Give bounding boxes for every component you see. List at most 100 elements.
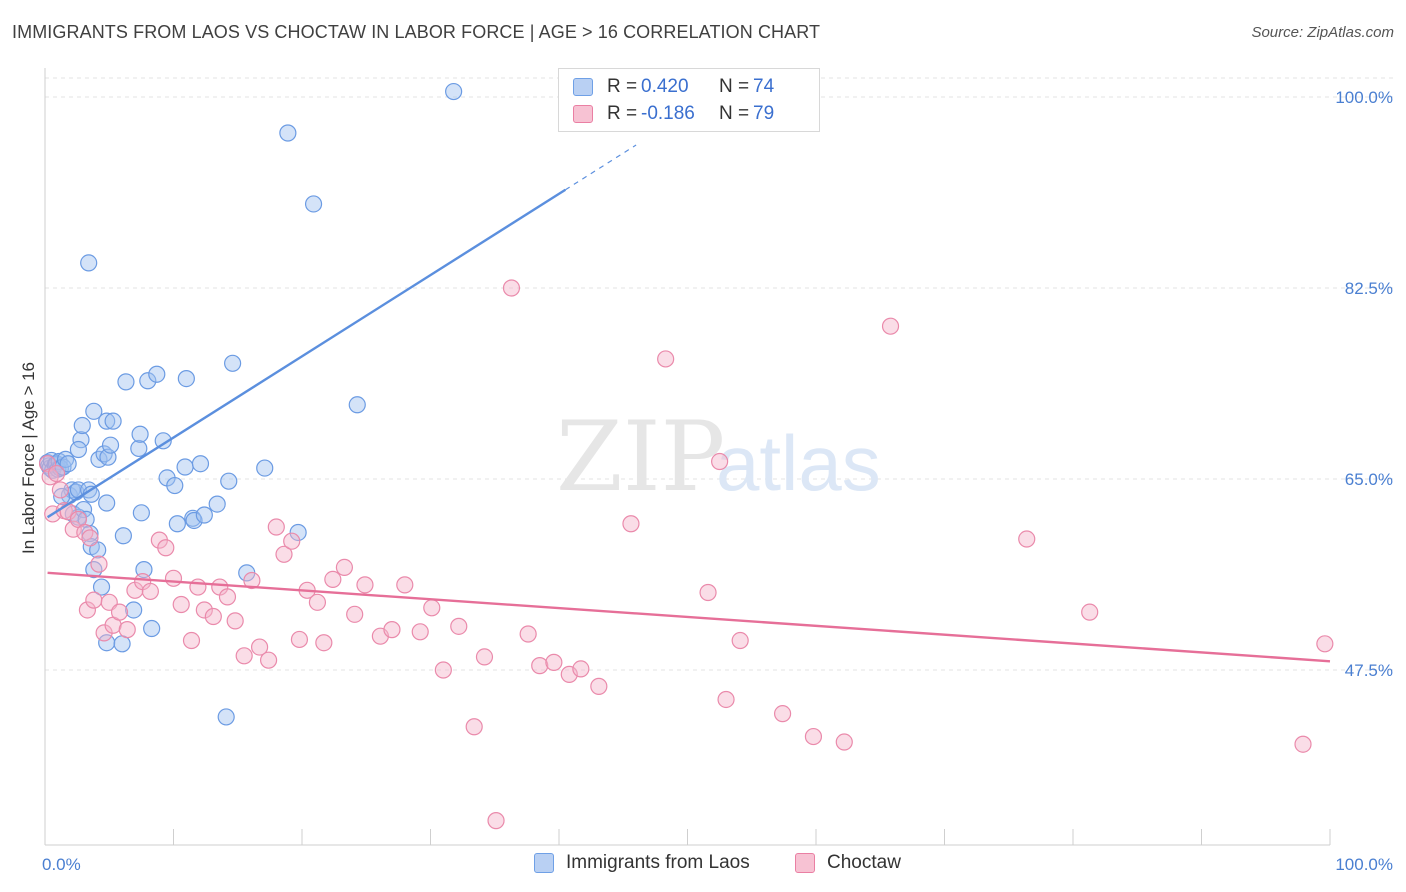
legend-n-value-laos: 74 xyxy=(753,76,775,97)
choctaw-point-69 xyxy=(717,690,735,709)
laos-point-70 xyxy=(53,487,71,506)
legend-swatch-laos xyxy=(573,78,593,96)
legend-n-value-choctaw: 79 xyxy=(753,103,775,124)
laos-point-19 xyxy=(72,431,90,449)
legend-r-value-laos: 0.420 xyxy=(641,76,689,97)
laos-point-68 xyxy=(445,82,463,101)
choctaw-point-44 xyxy=(324,570,342,589)
laos-point-20 xyxy=(73,416,91,435)
choctaw-point-78 xyxy=(1294,735,1312,753)
watermark-atlas: atlas xyxy=(716,419,881,507)
laos-point-36 xyxy=(101,436,120,454)
choctaw-point-59 xyxy=(519,625,537,643)
laos-point-64 xyxy=(279,124,297,142)
choctaw-point-38 xyxy=(275,545,293,563)
legend-n-label: N = xyxy=(719,76,750,97)
choctaw-point-60 xyxy=(531,657,549,675)
choctaw-point-75 xyxy=(1018,530,1036,548)
choctaw-point-52 xyxy=(423,599,441,617)
laos-point-40 xyxy=(117,373,135,391)
choctaw-point-58 xyxy=(502,279,521,297)
legend-r-label: R = xyxy=(607,103,638,124)
choctaw-point-53 xyxy=(434,661,452,679)
choctaw-point-51 xyxy=(411,623,429,641)
choctaw-point-56 xyxy=(475,648,494,666)
choctaw-point-77 xyxy=(1316,635,1334,653)
choctaw-point-73 xyxy=(835,733,853,751)
laos-point-71 xyxy=(132,504,150,522)
choctaw-point-42 xyxy=(308,593,327,611)
laos-point-60 xyxy=(220,472,238,490)
choctaw-point-31 xyxy=(218,588,237,606)
choctaw-point-26 xyxy=(182,631,201,650)
y-tick-label-2: 82.5% xyxy=(1345,279,1393,298)
laos-point-41 xyxy=(125,601,143,619)
choctaw-point-50 xyxy=(396,576,414,594)
legend-swatch-choctaw xyxy=(573,105,593,123)
choctaw-point-72 xyxy=(804,727,823,746)
chart-source: Source: ZipAtlas.com xyxy=(1251,24,1394,41)
laos-point-66 xyxy=(304,195,323,213)
choctaw-point-28 xyxy=(195,601,213,619)
choctaw-point-61 xyxy=(545,653,563,671)
laos-point-65 xyxy=(289,523,307,542)
watermark: ZIP atlas xyxy=(556,401,881,513)
choctaw-point-64 xyxy=(590,677,608,695)
bottom-legend-swatch-laos xyxy=(534,853,554,873)
y-tick-label-1: 65.0% xyxy=(1345,470,1393,489)
laos-point-45 xyxy=(139,372,157,390)
bottom-legend-label-laos: Immigrants from Laos xyxy=(566,852,750,873)
choctaw-point-55 xyxy=(465,718,483,736)
laos-point-57 xyxy=(195,506,213,524)
legend-r-value-choctaw: -0.186 xyxy=(641,103,695,124)
choctaw-point-17 xyxy=(110,603,129,621)
choctaw-point-13 xyxy=(90,555,108,573)
choctaw-point-49 xyxy=(383,621,401,639)
laos-point-46 xyxy=(143,619,161,638)
choctaw-point-71 xyxy=(773,705,792,723)
laos-point-56 xyxy=(191,455,210,473)
choctaw-point-34 xyxy=(243,571,261,590)
laos-point-55 xyxy=(185,511,203,530)
chart-title: IMMIGRANTS FROM LAOS VS CHOCTAW IN LABOR… xyxy=(12,22,821,42)
laos-point-24 xyxy=(81,524,99,543)
choctaw-point-43 xyxy=(315,634,333,652)
correlation-legend: R = 0.420 N = 74 R = -0.186 N = 79 xyxy=(558,68,820,132)
choctaw-point-63 xyxy=(572,660,590,678)
choctaw-point-76 xyxy=(1081,603,1099,621)
trend-lines xyxy=(46,144,1331,663)
laos-point-51 xyxy=(168,515,186,533)
bottom-legend-laos: Immigrants from Laos xyxy=(534,852,750,874)
laos-point-58 xyxy=(208,495,226,513)
choctaw-point-23 xyxy=(157,539,175,557)
laos-point-73 xyxy=(69,440,88,459)
bottom-legend-swatch-choctaw xyxy=(795,853,815,873)
y-axis-label: In Labor Force | Age > 16 xyxy=(19,362,38,554)
laos-point-34 xyxy=(98,412,116,430)
choctaw-point-37 xyxy=(267,518,285,536)
choctaw-point-4 xyxy=(51,481,70,499)
choctaw-point-27 xyxy=(189,578,207,596)
legend-n-label: N = xyxy=(719,103,750,124)
choctaw-point-21 xyxy=(141,582,159,601)
laos-trend-line xyxy=(46,188,567,519)
laos-point-63 xyxy=(256,459,274,477)
laos-point-50 xyxy=(166,476,184,495)
laos-point-31 xyxy=(92,578,111,596)
choctaw-point-47 xyxy=(356,576,374,594)
choctaw-point-70 xyxy=(731,631,749,650)
y-tick-labels: 47.5% 65.0% 82.5% 100.0% xyxy=(1335,88,1393,680)
x-tick-labels: 0.0% 100.0% xyxy=(42,855,1393,874)
laos-point-48 xyxy=(154,432,172,450)
choctaw-point-36 xyxy=(259,651,278,669)
choctaw-point-10 xyxy=(78,601,97,619)
choctaw-point-29 xyxy=(204,607,222,626)
laos-point-28 xyxy=(85,402,103,420)
choctaw-point-32 xyxy=(226,612,244,630)
laos-point-29 xyxy=(89,541,107,559)
laos-point-12 xyxy=(59,455,77,473)
choctaw-point-68 xyxy=(711,452,729,471)
choctaw-point-74 xyxy=(881,317,900,335)
legend-row-choctaw: R = -0.186 N = 79 xyxy=(573,102,774,126)
